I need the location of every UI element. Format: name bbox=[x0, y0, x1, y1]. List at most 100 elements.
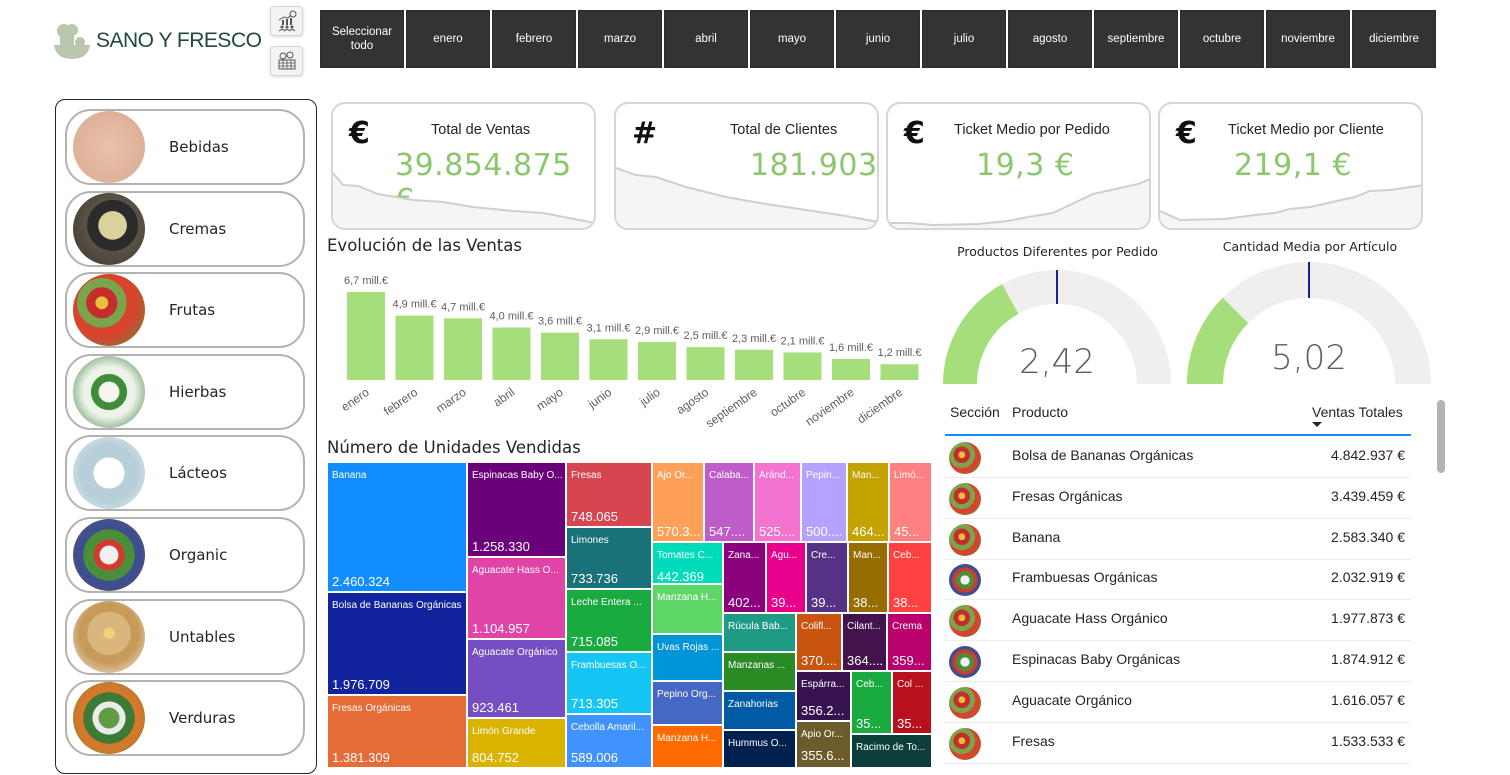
bar-julio[interactable] bbox=[638, 341, 676, 380]
treemap-tile[interactable]: Fresas Orgánicas 1.381.309 bbox=[327, 695, 467, 768]
bar-febrero[interactable] bbox=[395, 315, 434, 380]
month-slicer: Seleccionar todo enero febrero marzo abril ma… bbox=[320, 10, 1436, 69]
treemap-tile-value: 464... bbox=[852, 524, 885, 539]
table-scrollbar[interactable] bbox=[1437, 400, 1445, 473]
category-vegetables[interactable]: Verduras bbox=[65, 680, 305, 757]
treemap-tile[interactable]: Pepin... 500.... bbox=[801, 462, 847, 542]
table-row[interactable]: Aguacate Orgánico 1.616.057 € bbox=[945, 682, 1411, 723]
treemap-tile[interactable]: Aránd... 525.... bbox=[754, 462, 801, 542]
month-button-febrero[interactable]: febrero bbox=[492, 10, 576, 68]
month-button-agosto[interactable]: agosto bbox=[1008, 10, 1092, 68]
treemap-tile[interactable]: Zana... 402... bbox=[723, 542, 766, 613]
month-button-noviembre[interactable]: noviembre bbox=[1266, 10, 1350, 68]
table-row[interactable]: Espinacas Baby Orgánicas 1.874.912 € bbox=[945, 641, 1411, 682]
table-row[interactable]: Fresas 1.533.533 € bbox=[945, 723, 1411, 764]
category-fruits[interactable]: Frutas bbox=[65, 272, 305, 349]
treemap-tile[interactable]: Ceb... 35... bbox=[851, 671, 892, 734]
treemap-tile[interactable]: Racimo de To... bbox=[851, 734, 932, 768]
bar-marzo[interactable] bbox=[444, 318, 482, 380]
treemap-tile[interactable]: Fresas 748.065 bbox=[566, 462, 652, 527]
category-herbs[interactable]: Hierbas bbox=[65, 353, 305, 430]
treemap-tile[interactable]: Agu... 39... bbox=[766, 542, 806, 613]
basket-nav-button[interactable] bbox=[270, 46, 303, 76]
bar-septiembre[interactable] bbox=[735, 349, 773, 380]
x-tick-label: julio bbox=[636, 385, 663, 409]
table-header-product[interactable]: Producto bbox=[1012, 404, 1069, 420]
category-drink-bottle[interactable]: Bebidas bbox=[65, 109, 305, 185]
treemap-tile[interactable]: Banana 2.460.324 bbox=[327, 462, 467, 592]
treemap-tile[interactable]: Rúcula Bab... bbox=[723, 613, 796, 652]
table-row[interactable]: Banana 2.583.340 € bbox=[945, 519, 1411, 560]
treemap-tile[interactable]: Man... 464... bbox=[847, 462, 889, 542]
month-button-enero[interactable]: enero bbox=[406, 10, 490, 68]
treemap-tile[interactable]: Aguacate Orgánico 923.461 bbox=[467, 639, 566, 718]
treemap-tile-name: Bolsa de Bananas Orgánicas bbox=[332, 600, 462, 611]
month-button-junio[interactable]: junio bbox=[836, 10, 920, 68]
table-header-sales[interactable]: Ventas Totales bbox=[1312, 404, 1403, 420]
sort-desc-icon[interactable] bbox=[1312, 422, 1322, 427]
table-row[interactable]: Bolsa de Bananas Orgánicas 4.842.937 € bbox=[945, 437, 1411, 478]
bar-agosto[interactable] bbox=[686, 347, 725, 380]
treemap-tile[interactable]: Limón Grande 804.752 bbox=[467, 718, 566, 768]
bar-data-label: 2,9 mill.€ bbox=[635, 325, 679, 337]
treemap-tile[interactable]: Uvas Rojas ... bbox=[652, 634, 723, 681]
kpi-value: 219,1 € bbox=[1234, 148, 1353, 183]
treemap-tile[interactable]: Man... 38... bbox=[848, 542, 888, 613]
month-button-septiembre[interactable]: septiembre bbox=[1094, 10, 1178, 68]
table-row[interactable]: Aguacate Hass Orgánico 1.977.873 € bbox=[945, 600, 1411, 642]
treemap-tile[interactable]: Col ... 35... bbox=[892, 671, 932, 734]
category-hummus-tub[interactable]: Untables bbox=[65, 598, 305, 675]
treemap-tile[interactable]: Manzana H... bbox=[652, 584, 723, 634]
treemap-tile[interactable]: Manzanas ... bbox=[723, 652, 796, 691]
treemap-tile[interactable]: Leche Entera ... 715.085 bbox=[566, 589, 652, 652]
treemap-tile[interactable]: Pepino Org... bbox=[652, 681, 723, 725]
treemap-tile[interactable]: Cebolla Amaril... 589.006 bbox=[566, 714, 652, 768]
month-button-mayo[interactable]: mayo bbox=[750, 10, 834, 68]
bar-junio[interactable] bbox=[589, 339, 628, 380]
treemap-tile[interactable]: Ceb... 38... bbox=[888, 542, 932, 613]
treemap-tile[interactable]: Espárra... 356.2... bbox=[796, 671, 851, 721]
bar-octubre[interactable] bbox=[783, 352, 822, 380]
treemap-tile[interactable]: Espinacas Baby O... 1.258.330 bbox=[467, 462, 566, 557]
treemap-tile[interactable]: Limó... 45... bbox=[889, 462, 932, 542]
bar-enero[interactable] bbox=[347, 292, 385, 380]
treemap-tile[interactable]: Cilant... 364.... bbox=[842, 613, 887, 671]
month-button-diciembre[interactable]: diciembre bbox=[1352, 10, 1436, 68]
kpi-title: Ticket Medio por Pedido bbox=[954, 122, 1110, 138]
select-all-button[interactable]: Seleccionar todo bbox=[320, 10, 404, 68]
category-milk-bottle[interactable]: Lácteos bbox=[65, 435, 305, 512]
treemap-tile[interactable]: Tomates C... 442.369 bbox=[652, 542, 723, 584]
month-button-octubre[interactable]: octubre bbox=[1180, 10, 1264, 68]
treemap-tile[interactable]: Zanahorias bbox=[723, 691, 796, 730]
treemap-tile[interactable]: Cre... 39... bbox=[806, 542, 848, 613]
treemap-tile[interactable]: Calaba... 547.... bbox=[704, 462, 754, 542]
month-button-julio[interactable]: julio bbox=[922, 10, 1006, 68]
treemap-tile[interactable]: Apio Or... 355.6... bbox=[796, 721, 851, 768]
bar-data-label: 2,3 mill.€ bbox=[732, 333, 776, 345]
table-header-section[interactable]: Sección bbox=[950, 404, 1000, 420]
category-cream-soup[interactable]: Cremas bbox=[65, 190, 305, 267]
treemap-tile[interactable]: Limones 733.736 bbox=[566, 527, 652, 589]
treemap-tile[interactable]: Frambuesas O... 713.305 bbox=[566, 652, 652, 714]
table-row[interactable]: Fresas Orgánicas 3.439.459 € bbox=[945, 478, 1411, 519]
treemap-tile[interactable]: Ajo Or... 570.3... bbox=[652, 462, 704, 542]
treemap-tile[interactable]: Manzana H... bbox=[652, 725, 723, 768]
month-button-marzo[interactable]: marzo bbox=[578, 10, 662, 68]
treemap-tile[interactable]: Bolsa de Bananas Orgánicas 1.976.709 bbox=[327, 592, 467, 695]
bar-diciembre[interactable] bbox=[880, 364, 919, 380]
treemap-tile-name: Ceb... bbox=[856, 679, 883, 690]
treemap-tile-value: 923.461 bbox=[472, 700, 519, 715]
kpi-sparkline bbox=[616, 167, 877, 228]
treemap-tile[interactable]: Crema 359... bbox=[887, 613, 932, 671]
sales-total: 1.616.057 € bbox=[1331, 691, 1405, 708]
treemap-tile[interactable]: Hummus O... bbox=[723, 730, 796, 768]
table-row[interactable]: Frambuesas Orgánicas 2.032.919 € bbox=[945, 559, 1411, 601]
treemap-tile[interactable]: Aguacate Hass O... 1.104.957 bbox=[467, 557, 566, 639]
month-button-abril[interactable]: abril bbox=[664, 10, 748, 68]
bar-abril[interactable] bbox=[492, 327, 531, 380]
treemap-tile[interactable]: Colifl... 370.... bbox=[796, 613, 842, 671]
sales-analysis-nav-button[interactable] bbox=[270, 6, 303, 36]
bar-mayo[interactable] bbox=[541, 332, 579, 380]
category-organic-produce[interactable]: Organic bbox=[65, 517, 305, 593]
bar-noviembre[interactable] bbox=[832, 358, 870, 380]
